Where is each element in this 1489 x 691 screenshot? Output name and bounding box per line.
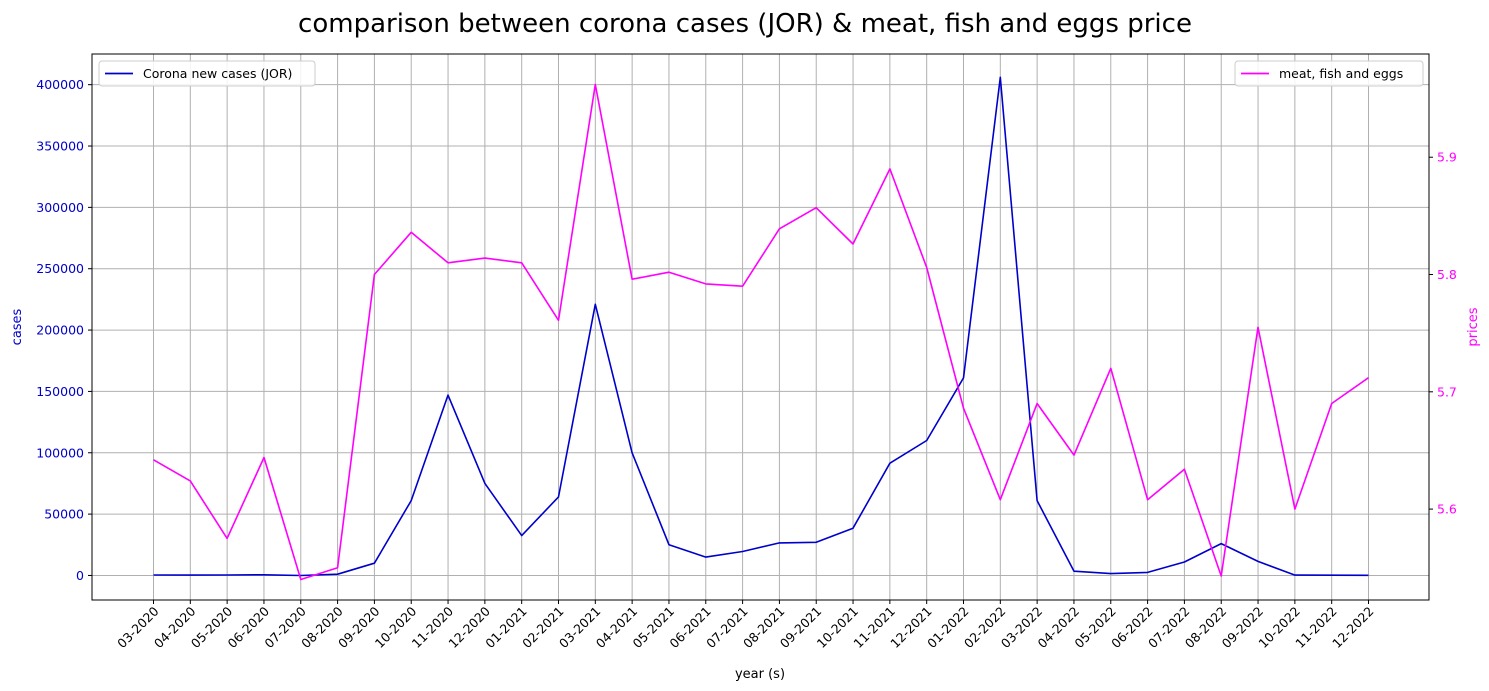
left-tick-label: 150000 xyxy=(36,384,84,399)
right-axis-ticks: 5.6 5.7 5.8 5.9 xyxy=(1429,150,1457,517)
right-y-axis-label: prices xyxy=(1466,307,1481,346)
left-tick-label: 50000 xyxy=(44,507,84,522)
left-tick-label: 300000 xyxy=(36,200,84,215)
series-lines xyxy=(153,76,1369,581)
left-tick-label: 200000 xyxy=(36,323,84,338)
plot-frame xyxy=(91,53,1430,601)
left-tick-label: 400000 xyxy=(36,77,84,92)
legend-label-cases: Corona new cases (JOR) xyxy=(143,66,292,81)
left-tick-label: 350000 xyxy=(36,139,84,154)
x-axis-label: year (s) xyxy=(735,667,785,682)
right-tick-label: 5.9 xyxy=(1437,150,1457,165)
series-line-cases xyxy=(153,76,1369,577)
series-line-prices xyxy=(153,83,1369,581)
right-tick-label: 5.6 xyxy=(1437,502,1457,517)
chart-title: comparison between corona cases (JOR) & … xyxy=(298,9,1192,39)
left-y-axis-label: cases xyxy=(10,308,25,345)
left-tick-label: 100000 xyxy=(36,445,84,460)
grid xyxy=(92,54,1429,600)
legend-label-prices: meat, fish and eggs xyxy=(1279,66,1403,81)
right-tick-label: 5.8 xyxy=(1437,267,1457,282)
left-tick-label: 250000 xyxy=(36,261,84,276)
left-tick-label: 0 xyxy=(76,568,84,583)
left-axis-ticks: 0 50000 100000 150000 200000 250000 300000 3500… xyxy=(36,77,92,583)
x-axis-ticks: 03-202004-202005-202006-202007-202008-20… xyxy=(114,600,1377,651)
legend-right: meat, fish and eggs xyxy=(1234,60,1424,87)
right-tick-label: 5.7 xyxy=(1437,384,1457,399)
legend-left: Corona new cases (JOR) xyxy=(98,60,316,87)
